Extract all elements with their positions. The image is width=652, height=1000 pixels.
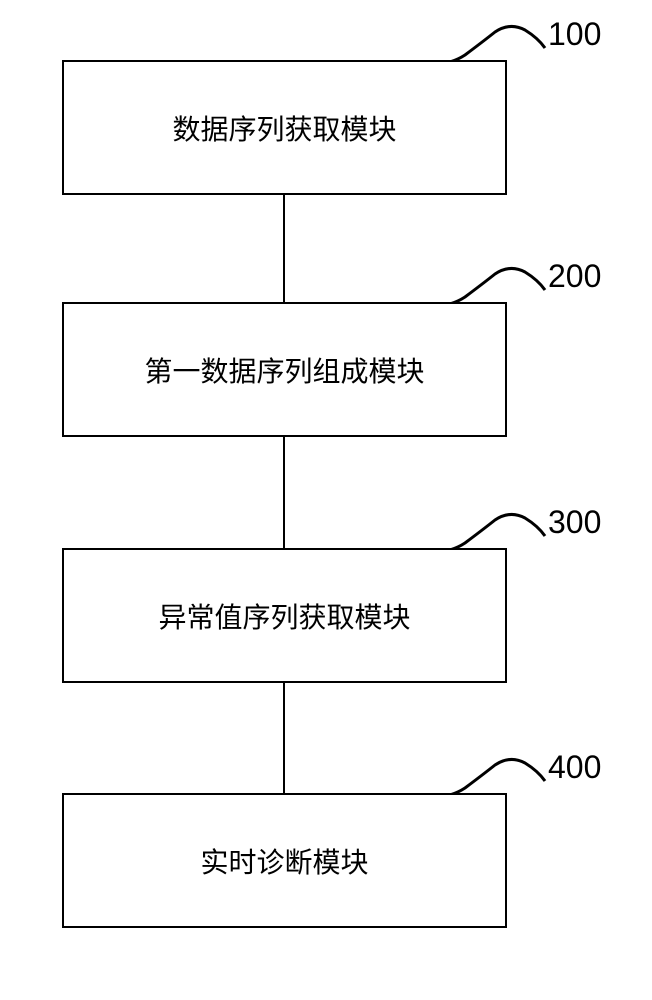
connector-2-3: [283, 437, 285, 548]
connector-1-2: [283, 195, 285, 302]
node-label-4: 400: [548, 749, 601, 786]
node-label-1: 100: [548, 16, 601, 53]
node-text-4: 实时诊断模块: [200, 841, 368, 881]
node-outlier-sequence-acquisition: 异常值序列获取模块: [62, 548, 507, 683]
node-label-2: 200: [548, 258, 601, 295]
node-text-1: 数据序列获取模块: [172, 108, 396, 148]
node-label-3: 300: [548, 504, 601, 541]
flowchart-container: 100 数据序列获取模块 200 第一数据序列组成模块 300 异常值序列获取模…: [0, 0, 652, 1000]
node-realtime-diagnosis: 实时诊断模块: [62, 793, 507, 928]
node-text-2: 第一数据序列组成模块: [144, 350, 424, 390]
connector-3-4: [283, 683, 285, 793]
node-text-3: 异常值序列获取模块: [158, 596, 410, 636]
node-first-data-sequence-composition: 第一数据序列组成模块: [62, 302, 507, 437]
node-data-sequence-acquisition: 数据序列获取模块: [62, 60, 507, 195]
